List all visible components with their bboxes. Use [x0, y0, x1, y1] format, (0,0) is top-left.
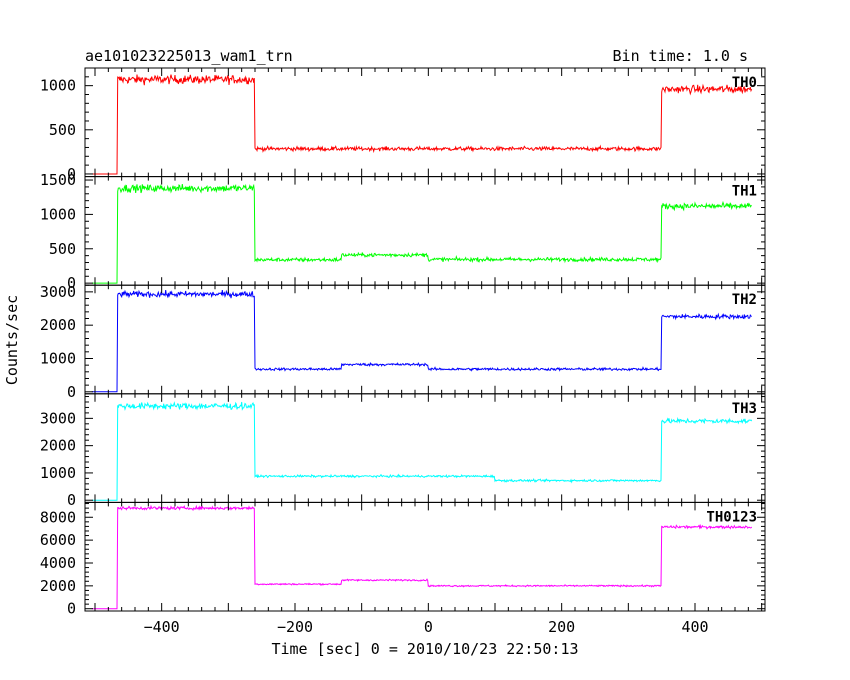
- series-line-th3: [91, 401, 753, 501]
- x-tick-label: −200: [277, 618, 313, 636]
- panel-frame: [84, 67, 766, 178]
- y-tick-label: 2000: [40, 577, 76, 595]
- y-tick-label: 1000: [40, 77, 76, 95]
- panel-frame: [84, 284, 766, 395]
- series-label-th3: TH3: [732, 401, 757, 417]
- panel-th0: 0 500 1000 TH0: [40, 67, 766, 183]
- panel-th3: 0 1000 2000 3000 TH3: [40, 393, 766, 509]
- y-tick-label: 0: [67, 491, 76, 509]
- y-tick-label: 1000: [40, 205, 76, 223]
- y-tick-label: 1000: [40, 349, 76, 367]
- y-tick-label: 3000: [40, 283, 76, 301]
- series-label-th0: TH0: [732, 75, 757, 91]
- y-tick-label: 500: [49, 121, 76, 139]
- panel-frame: [84, 501, 766, 612]
- series-line-th0123: [91, 504, 753, 610]
- series-label-th2: TH2: [732, 292, 757, 308]
- y-tick-label: 0: [67, 383, 76, 401]
- y-tick-label: 1000: [40, 464, 76, 482]
- y-axis-label: Counts/sec: [3, 295, 21, 385]
- y-tick-label: 3000: [40, 409, 76, 427]
- panel-th2: 0 1000 2000 3000 TH2: [40, 283, 766, 401]
- x-tick-label: 0: [424, 618, 433, 636]
- x-tick-label: 400: [681, 618, 708, 636]
- y-tick-label: 6000: [40, 531, 76, 549]
- panel-frame: [84, 393, 766, 503]
- x-axis-label: Time [sec] 0 = 2010/10/23 22:50:13: [271, 640, 578, 658]
- y-tick-label: 0: [67, 165, 76, 183]
- y-tick-label: 0: [67, 600, 76, 618]
- series-line-th1: [91, 183, 753, 284]
- panel-th1: 0 500 1000 1500 TH1: [40, 171, 766, 292]
- series-label-th1: TH1: [732, 184, 757, 200]
- y-tick-label: 8000: [40, 508, 76, 526]
- y-tick-label: 1500: [40, 171, 76, 189]
- x-tick-label: 200: [548, 618, 575, 636]
- y-tick-label: 2000: [40, 316, 76, 334]
- y-tick-label: 4000: [40, 554, 76, 572]
- y-tick-label: 500: [49, 240, 76, 258]
- y-tick-label: 0: [67, 274, 76, 292]
- series-label-th0123: TH0123: [706, 509, 757, 525]
- chart-title: ae101023225013_wam1_trn: [85, 47, 293, 65]
- series-line-th2: [91, 289, 752, 393]
- x-tick-label: −400: [144, 618, 180, 636]
- bin-time-label: Bin time: 1.0 s: [613, 47, 748, 65]
- series-line-th0: [91, 74, 753, 175]
- panel-frame: [84, 176, 766, 286]
- panel-th0123: 0 2000 4000 6000 8000 TH0123 −400 −200 0 200 400: [40, 501, 766, 636]
- y-tick-label: 2000: [40, 437, 76, 455]
